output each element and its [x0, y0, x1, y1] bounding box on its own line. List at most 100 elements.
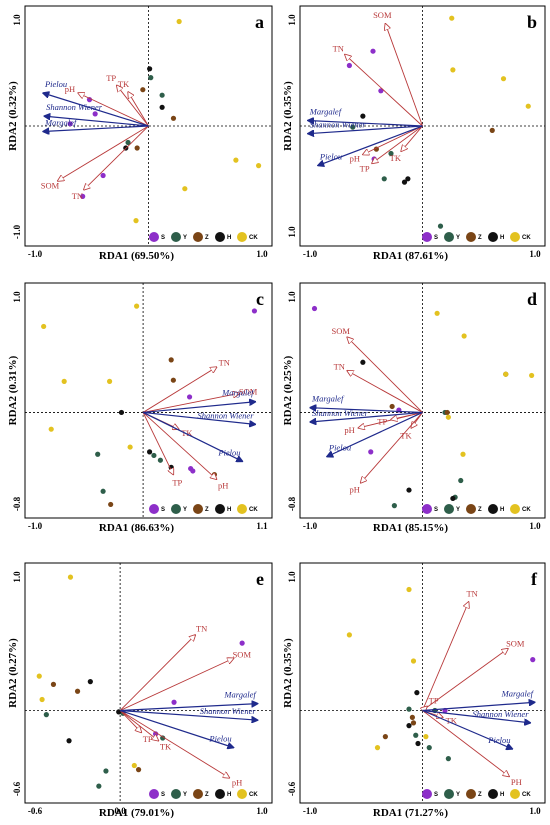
env-label: SOM — [373, 10, 392, 20]
index-label: Shannon Wiener — [198, 410, 255, 420]
sample-point-y — [458, 477, 464, 484]
env-arrow-ph — [78, 93, 149, 127]
panel-letter: d — [527, 289, 537, 309]
legend-label: CK — [522, 792, 531, 798]
env-label: TN — [334, 361, 345, 371]
env-label: SOM — [239, 387, 258, 397]
sample-point-z — [140, 87, 146, 93]
legend-label: Y — [456, 792, 460, 798]
legend-swatch-z — [466, 232, 476, 242]
sample-point-y — [160, 735, 166, 741]
sample-point-h — [360, 113, 366, 119]
index-arrow — [43, 93, 149, 127]
legend-swatch-ck — [510, 789, 520, 799]
legend-label: Y — [456, 235, 460, 241]
sample-point-s — [86, 97, 93, 103]
y-axis-title: RDA2 (0.25%) — [282, 355, 294, 425]
legend-label: CK — [249, 792, 258, 798]
sample-point-y — [43, 712, 49, 718]
sample-point-s — [311, 305, 318, 312]
sample-point-ck — [500, 76, 507, 82]
x-tick-label: -1.0 — [303, 249, 318, 259]
index-label: Pielou — [44, 79, 67, 89]
env-arrow-tp — [423, 706, 428, 710]
sample-point-ck — [41, 323, 47, 330]
index-arrow — [143, 411, 255, 424]
legend-swatch-y — [171, 504, 181, 514]
panel-b: b -1.0 1.0 1.0 1.0 RDA1 (87.61%) RDA2 (0.35%) S… — [282, 5, 546, 262]
y-axis-title: RDA2 (0.27%) — [7, 638, 19, 708]
y-tick-label: 1.0 — [287, 226, 297, 238]
sample-point-ck — [410, 658, 417, 664]
env-arrow-tn — [142, 367, 217, 413]
index-label: Margalef — [223, 690, 257, 700]
legend-swatch-y — [444, 504, 454, 514]
legend-label: Y — [183, 792, 187, 798]
env-arrow-tk — [119, 710, 158, 741]
index-label: Shannon Wiener — [200, 706, 257, 716]
legend-swatch-s — [149, 789, 159, 799]
legend-swatch-ck — [510, 504, 520, 514]
legend-swatch-s — [149, 232, 159, 242]
env-arrow-tn — [84, 125, 149, 190]
y-tick-label: -1.0 — [12, 224, 22, 239]
sample-point-s — [370, 48, 376, 54]
legend-label: H — [227, 507, 231, 513]
legend: S Y Z H CK — [149, 789, 258, 799]
env-arrow-tn — [422, 602, 469, 711]
x-axis-title: RDA1 (85.15%) — [373, 522, 448, 534]
sample-point-z — [409, 714, 415, 720]
sample-point-z — [108, 501, 114, 508]
env-arrow-som — [385, 24, 423, 127]
legend-label: Z — [478, 792, 482, 798]
legend-swatch-y — [171, 789, 181, 799]
sample-point-ck — [106, 378, 113, 384]
sample-point-h — [66, 738, 72, 744]
y-tick-label: 1.0 — [287, 14, 297, 26]
env-label: TP — [377, 417, 387, 427]
index-arrow — [120, 709, 258, 721]
legend-swatch-z — [193, 789, 203, 799]
x-tick-label: 1.0 — [529, 521, 541, 531]
sample-point-h — [406, 723, 412, 729]
index-arrow — [310, 411, 423, 422]
sample-point-y — [445, 756, 451, 762]
env-arrow-tk — [401, 125, 423, 151]
sample-point-h — [360, 359, 366, 365]
sample-point-ck — [461, 333, 467, 339]
sample-point-s — [346, 62, 352, 69]
sample-point-y — [125, 139, 131, 146]
sample-point-y — [406, 706, 412, 712]
sample-point-z — [382, 734, 388, 740]
sample-point-s — [171, 699, 177, 705]
y-axis-title: RDA2 (0.35%) — [282, 81, 294, 151]
plot-frame — [24, 282, 273, 519]
sample-point-y — [426, 745, 432, 751]
legend: S Y Z H CK — [149, 232, 258, 242]
legend-swatch-h — [215, 232, 225, 242]
env-arrow-som — [143, 393, 239, 413]
sample-point-h — [87, 679, 93, 685]
panel-a: a -1.0 1.0 1.0 -1.0 RDA1 (69.50%) RDA2 (0.32%)… — [7, 5, 273, 262]
env-label: TN — [72, 191, 83, 201]
panel-f: f -1.0 1.0 1.0 -0.6 RDA1 (71.27%) RDA2 (0.35%)… — [282, 562, 546, 819]
x-tick-label: -1.0 — [28, 521, 43, 531]
legend-swatch-s — [149, 504, 159, 514]
index-label: Pielou — [487, 735, 510, 745]
legend-label: Z — [478, 507, 482, 513]
index-label: Margalef — [44, 118, 78, 128]
x-axis-title: RDA1 (69.50%) — [99, 250, 174, 262]
sample-point-y — [151, 452, 157, 459]
sample-point-z — [50, 681, 57, 687]
panel-e: e -0.6 0.0 1.0 1.0 -0.6 RDA1 (79.01%) RDA2 (0.2… — [7, 562, 273, 819]
legend-label: H — [227, 792, 231, 798]
legend-label: S — [161, 235, 165, 241]
sample-point-z — [135, 767, 142, 773]
y-tick-label: -0.6 — [12, 781, 22, 796]
sample-point-ck — [406, 586, 412, 593]
legend-label: CK — [249, 235, 258, 241]
sample-point-s — [100, 172, 106, 179]
env-arrow-tn — [119, 635, 195, 711]
sample-point-ck — [182, 186, 188, 192]
